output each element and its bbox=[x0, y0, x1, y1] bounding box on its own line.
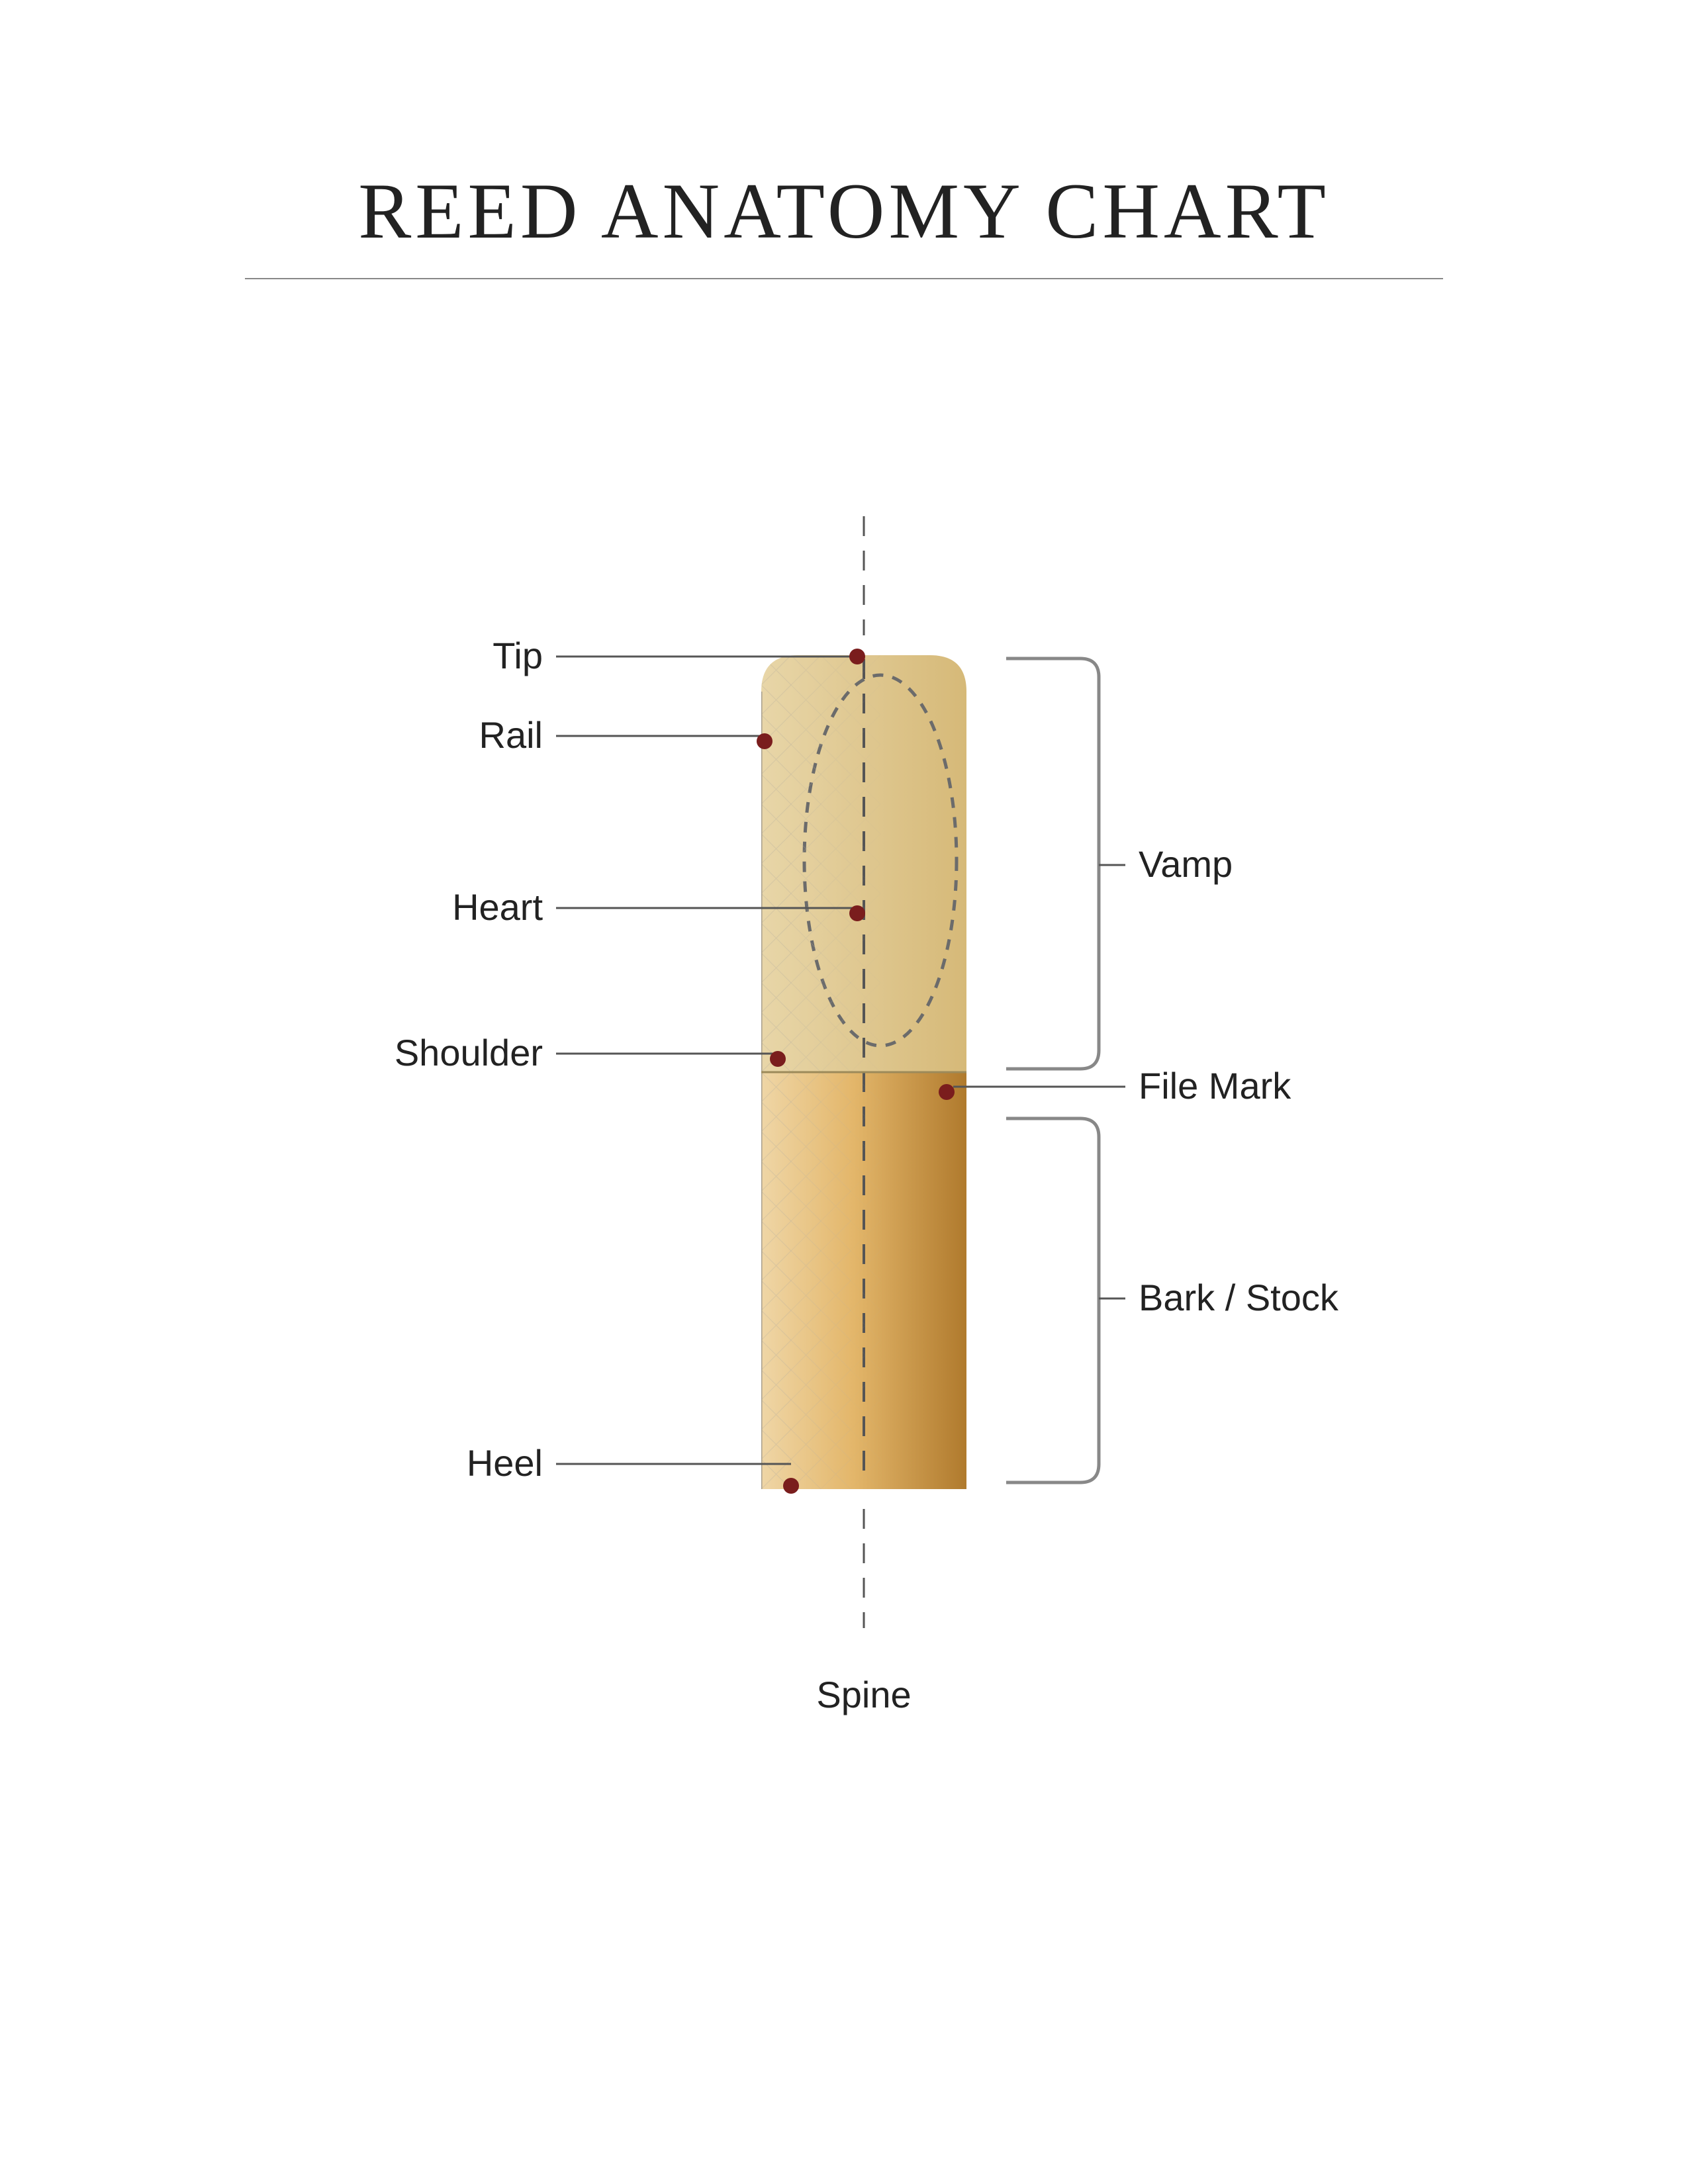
heart-label: Heart bbox=[452, 886, 543, 928]
shoulder-label: Shoulder bbox=[395, 1032, 543, 1073]
tip-label: Tip bbox=[492, 635, 543, 676]
bracket-bark: Bark / Stock bbox=[1006, 1118, 1339, 1482]
filemark-group: File Mark bbox=[939, 1065, 1291, 1107]
rail-label: Rail bbox=[479, 714, 543, 756]
label-heel: Heel bbox=[467, 1442, 799, 1494]
bracket-vamp: Vamp bbox=[1006, 659, 1233, 1069]
vamp-label: Vamp bbox=[1139, 843, 1233, 885]
bark-label: Bark / Stock bbox=[1139, 1277, 1339, 1318]
heel-dot bbox=[783, 1478, 799, 1494]
title-rule bbox=[245, 278, 1443, 279]
rail-dot bbox=[757, 733, 773, 749]
reed-diagram: Tip Rail Heart Shoulder Heel File Mark Vamp B… bbox=[0, 503, 1688, 1794]
reed-body bbox=[761, 655, 966, 1519]
heart-dot bbox=[849, 905, 865, 921]
heel-label: Heel bbox=[467, 1442, 543, 1484]
shoulder-dot bbox=[770, 1051, 786, 1067]
spine-label: Spine bbox=[816, 1674, 911, 1715]
filemark-label: File Mark bbox=[1139, 1065, 1291, 1107]
filemark-dot bbox=[939, 1084, 955, 1100]
tip-dot bbox=[849, 649, 865, 664]
label-shoulder: Shoulder bbox=[395, 1032, 786, 1073]
page-title: REED ANATOMY CHART bbox=[0, 165, 1688, 257]
label-rail: Rail bbox=[479, 714, 773, 756]
